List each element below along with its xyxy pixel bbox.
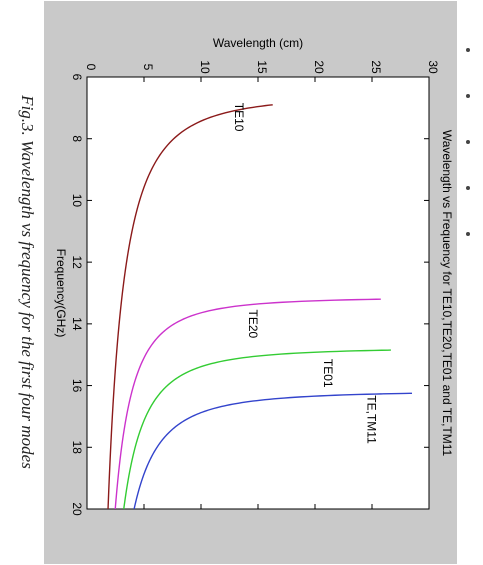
side-mark bbox=[466, 140, 470, 144]
y-tick-label: 0 bbox=[84, 64, 98, 71]
chart-title: Wavelength vs Frequency for TE10,TE20,TE… bbox=[440, 130, 454, 457]
series-line-te10 bbox=[107, 104, 273, 510]
series-label-te01: TE01 bbox=[321, 359, 335, 388]
plot-area bbox=[86, 76, 430, 510]
y-tick-label: 10 bbox=[198, 60, 212, 74]
x-axis-label: Frequency(GHz) bbox=[54, 249, 68, 338]
x-tick-label: 20 bbox=[70, 502, 84, 516]
x-tick-label: 14 bbox=[70, 317, 84, 331]
side-mark bbox=[466, 94, 470, 98]
ticks-layer: 6 8 10 12 14 16 18 20 0 5 10 15 20 25 30 bbox=[70, 60, 440, 516]
y-tick-label: 15 bbox=[255, 60, 269, 74]
side-mark bbox=[466, 186, 470, 190]
x-tick-label: 12 bbox=[70, 255, 84, 269]
x-tick-label: 18 bbox=[70, 441, 84, 455]
y-tick-label: 25 bbox=[369, 60, 383, 74]
side-mark bbox=[466, 48, 470, 52]
y-tick-label: 5 bbox=[141, 64, 155, 71]
side-mark bbox=[466, 232, 470, 236]
figure-panel: 6 8 10 12 14 16 18 20 0 5 10 15 20 25 30 TE10 TE20 TE01 T… bbox=[44, 1, 457, 564]
x-tick-label: 10 bbox=[70, 194, 84, 208]
series-label-te-tm11: TE,TM11 bbox=[364, 395, 378, 444]
series-label-te10: TE10 bbox=[232, 103, 246, 132]
series-line-te20 bbox=[114, 298, 381, 510]
series-line-te01 bbox=[123, 349, 391, 510]
y-tick-label: 20 bbox=[312, 60, 326, 74]
y-axis-label: Wavelength (cm) bbox=[213, 36, 303, 50]
series-layer bbox=[107, 104, 413, 510]
x-tick-label: 6 bbox=[70, 74, 84, 81]
x-tick-label: 8 bbox=[70, 135, 84, 142]
series-line-te-tm11 bbox=[133, 392, 413, 510]
y-tick-label: 30 bbox=[426, 60, 440, 74]
figure-caption: Fig.3. Wavelength vs frequency for the f… bbox=[18, 95, 37, 469]
x-tick-label: 16 bbox=[70, 379, 84, 393]
labels-layer: TE10 TE20 TE01 TE,TM11 Wavelength (cm) Freque… bbox=[54, 36, 454, 457]
series-label-te20: TE20 bbox=[246, 310, 260, 339]
